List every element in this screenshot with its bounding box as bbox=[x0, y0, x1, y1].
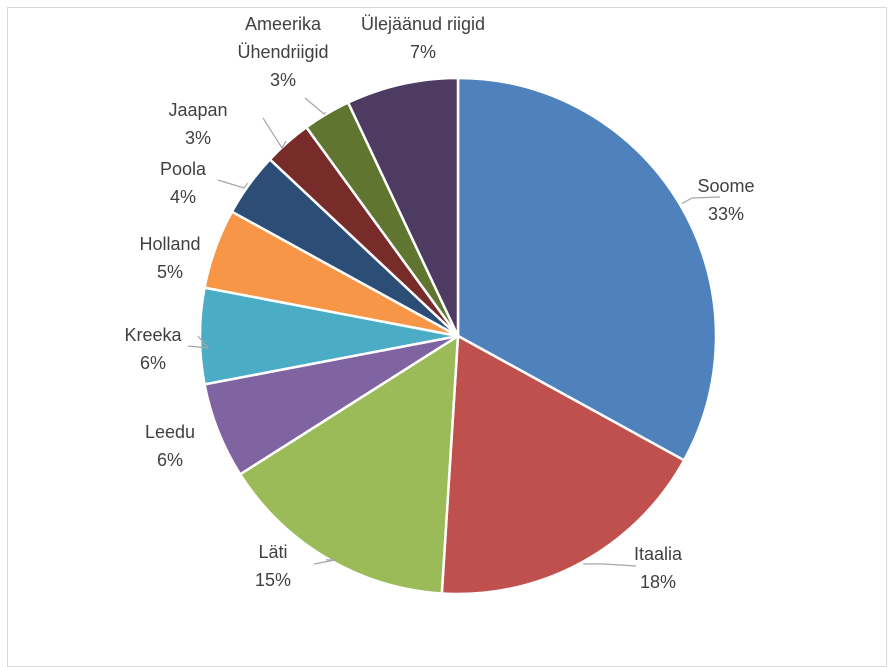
data-labels: Soome 33% Itaalia 18% Läti 15% Leedu 6% Kreeka 6%… bbox=[124, 14, 754, 592]
data-label-percent: 33% bbox=[708, 204, 744, 224]
data-label-percent: 5% bbox=[157, 262, 183, 282]
pie-slice-läti bbox=[238, 333, 460, 595]
chart-area: Soome 33% Itaalia 18% Läti 15% Leedu 6% Kreeka 6%… bbox=[7, 7, 887, 667]
leader-line bbox=[583, 563, 637, 567]
data-label-percent: 3% bbox=[185, 128, 211, 148]
data-label-category: Holland bbox=[139, 234, 200, 254]
pie-slice-ülejäänud-riigid bbox=[346, 76, 460, 337]
data-label-category: Itaalia bbox=[634, 544, 683, 564]
data-label-percent: 3% bbox=[270, 70, 296, 90]
data-label-category: Ameerika bbox=[245, 14, 322, 34]
leader-line bbox=[304, 97, 327, 115]
data-label-category: Ühendriigid bbox=[237, 42, 328, 62]
data-label-percent: 15% bbox=[255, 570, 291, 590]
data-label-percent: 6% bbox=[140, 353, 166, 373]
data-label-category: Läti bbox=[258, 542, 287, 562]
pie-slice-itaalia bbox=[440, 333, 686, 596]
data-label-percent: 7% bbox=[410, 42, 436, 62]
data-label-category: Poola bbox=[160, 159, 207, 179]
data-label-percent: 18% bbox=[640, 572, 676, 592]
data-label-category: Ülejäänud riigid bbox=[361, 14, 485, 34]
data-label-category: Jaapan bbox=[168, 100, 227, 120]
data-label-category: Kreeka bbox=[124, 325, 182, 345]
data-label-percent: 6% bbox=[157, 450, 183, 470]
leader-lines bbox=[187, 97, 721, 567]
leader-line bbox=[681, 196, 721, 205]
pie-chart: Soome 33% Itaalia 18% Läti 15% Leedu 6% Kreeka 6%… bbox=[124, 14, 755, 596]
data-label-percent: 4% bbox=[170, 187, 196, 207]
leader-line bbox=[313, 559, 336, 565]
pie-slice-soome bbox=[456, 76, 718, 462]
leader-line bbox=[262, 117, 287, 150]
pie-slices bbox=[198, 76, 718, 596]
leader-line bbox=[217, 179, 249, 189]
data-label-category: Soome bbox=[697, 176, 754, 196]
data-label-category: Leedu bbox=[145, 422, 195, 442]
leader-line bbox=[187, 335, 210, 349]
